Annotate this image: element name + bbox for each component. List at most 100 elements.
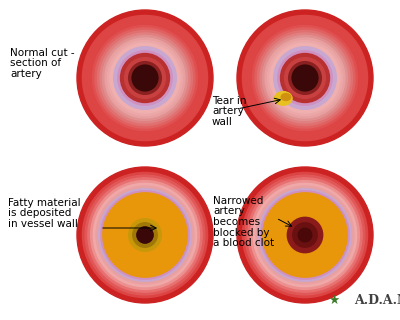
Circle shape [290, 63, 320, 93]
Circle shape [280, 53, 330, 102]
Circle shape [285, 58, 326, 99]
Circle shape [293, 223, 317, 247]
Circle shape [118, 51, 172, 105]
Circle shape [268, 41, 342, 116]
Circle shape [259, 189, 351, 281]
Circle shape [93, 183, 197, 287]
Circle shape [270, 43, 340, 113]
Circle shape [253, 183, 357, 287]
Circle shape [252, 26, 358, 131]
Text: Normal cut -: Normal cut - [10, 48, 75, 58]
Circle shape [108, 41, 182, 116]
Circle shape [137, 227, 153, 243]
Circle shape [82, 172, 208, 298]
Circle shape [260, 33, 350, 123]
Circle shape [250, 180, 359, 289]
Circle shape [120, 53, 170, 103]
Circle shape [135, 68, 155, 88]
Text: artery: artery [10, 69, 42, 79]
Circle shape [292, 65, 318, 91]
Circle shape [263, 193, 347, 277]
Circle shape [133, 66, 157, 90]
Text: ★: ★ [328, 293, 340, 307]
Circle shape [95, 28, 195, 128]
Circle shape [242, 172, 368, 298]
Circle shape [125, 58, 166, 99]
Circle shape [129, 62, 161, 94]
Circle shape [118, 51, 172, 105]
Text: Fatty material: Fatty material [8, 198, 81, 208]
Circle shape [237, 10, 373, 146]
Circle shape [262, 36, 348, 120]
Circle shape [101, 191, 189, 279]
Text: A.D.A.M.: A.D.A.M. [354, 293, 400, 307]
Text: a blood clot: a blood clot [213, 238, 274, 248]
Circle shape [248, 20, 362, 136]
Circle shape [115, 48, 175, 108]
Circle shape [298, 228, 312, 242]
Text: blocked by: blocked by [213, 228, 270, 237]
Ellipse shape [281, 94, 291, 100]
Circle shape [255, 28, 355, 128]
Text: section of: section of [10, 59, 61, 68]
Circle shape [123, 56, 167, 100]
Circle shape [278, 51, 332, 105]
Circle shape [250, 23, 360, 133]
Circle shape [125, 58, 165, 98]
Circle shape [92, 26, 198, 131]
Circle shape [112, 45, 178, 110]
Text: wall: wall [212, 117, 233, 127]
Text: in vessel wall: in vessel wall [8, 219, 78, 229]
Circle shape [90, 180, 199, 289]
Circle shape [102, 36, 188, 120]
Ellipse shape [274, 92, 292, 105]
Circle shape [88, 20, 202, 136]
Circle shape [245, 175, 365, 295]
Circle shape [105, 38, 185, 118]
Circle shape [132, 65, 158, 91]
Circle shape [110, 43, 180, 113]
Circle shape [248, 178, 362, 292]
Circle shape [287, 217, 323, 253]
Circle shape [77, 167, 213, 303]
Circle shape [103, 193, 187, 277]
Circle shape [288, 61, 322, 95]
Circle shape [274, 47, 336, 109]
Text: Tear in: Tear in [212, 96, 246, 106]
Circle shape [120, 53, 170, 102]
Circle shape [258, 30, 352, 125]
Circle shape [100, 33, 190, 123]
Circle shape [261, 191, 349, 279]
Circle shape [98, 30, 192, 125]
Circle shape [96, 186, 194, 284]
Circle shape [114, 47, 176, 109]
Circle shape [90, 23, 200, 133]
Circle shape [128, 61, 162, 95]
Circle shape [99, 189, 191, 281]
Circle shape [88, 178, 202, 292]
Circle shape [285, 58, 325, 98]
Circle shape [283, 56, 327, 100]
Circle shape [133, 223, 157, 247]
Text: becomes: becomes [213, 217, 260, 227]
Circle shape [265, 38, 345, 118]
Circle shape [77, 10, 213, 146]
Text: artery: artery [213, 206, 245, 217]
Text: is deposited: is deposited [8, 209, 71, 219]
Circle shape [130, 63, 160, 93]
Circle shape [85, 175, 205, 295]
Circle shape [275, 48, 335, 108]
Circle shape [129, 219, 161, 251]
Circle shape [278, 51, 332, 105]
Circle shape [82, 15, 208, 140]
Circle shape [242, 15, 368, 140]
Circle shape [280, 53, 330, 103]
Circle shape [295, 68, 315, 88]
Circle shape [293, 66, 317, 90]
Circle shape [272, 45, 338, 110]
Text: artery: artery [212, 107, 244, 116]
Circle shape [237, 167, 373, 303]
Circle shape [256, 186, 354, 284]
Circle shape [289, 62, 321, 94]
Text: Narrowed: Narrowed [213, 196, 263, 206]
